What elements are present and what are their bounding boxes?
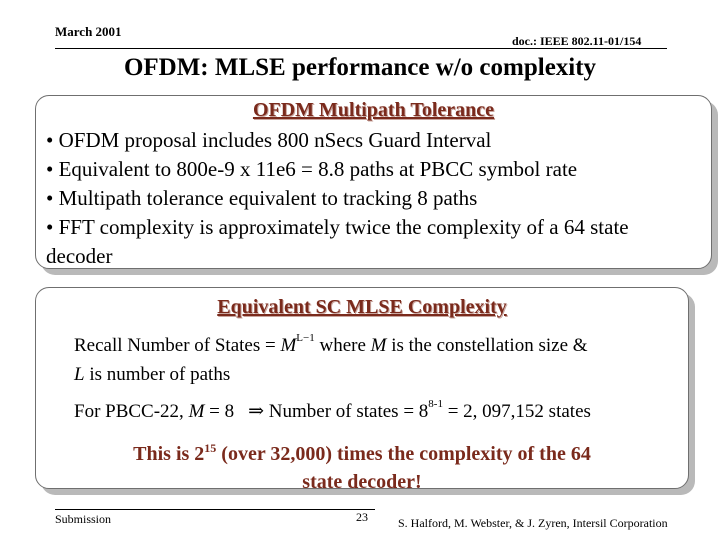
bullet-equivalent-paths: • Equivalent to 800e-9 x 11e6 = 8.8 path… (46, 157, 578, 181)
note-text-b: (over 32,000) times the complexity of th… (216, 443, 591, 465)
pbcc-states-line: For PBCC-22, M = 8 ⇒ Number of states = 8… (74, 398, 591, 423)
paths-text: is number of paths (84, 364, 231, 385)
bullet-tracking-paths: • Multipath tolerance equivalent to trac… (46, 186, 478, 210)
mlse-complexity-panel: Equivalent SC MLSE Complexity Recall Num… (35, 287, 689, 493)
note-text-c: state decoder! (302, 471, 422, 493)
constellation-text: is the constellation size & (386, 335, 588, 356)
footer-rule (55, 509, 375, 510)
symbol-m-3: M (188, 401, 205, 422)
implies-arrow-icon: ⇒ (248, 401, 265, 422)
footer-page-number: 23 (356, 510, 368, 524)
symbol-m: M (280, 335, 297, 356)
mlse-heading: Equivalent SC MLSE Complexity (217, 296, 507, 318)
m-equals-8: = 8 (204, 401, 235, 422)
states-value: = 2, 097,152 states (442, 401, 591, 422)
slide-title: OFDM: MLSE performance w/o complexity (123, 54, 597, 81)
header-date: March 2001 (55, 24, 122, 39)
pbcc-text: For PBCC-22, (74, 401, 189, 422)
multipath-heading: OFDM Multipath Tolerance (252, 99, 495, 121)
header-rule (55, 48, 667, 49)
footer-submission: Submission (55, 512, 112, 526)
footer-authors: S. Halford, M. Webster, & J. Zyren, Inte… (398, 516, 668, 530)
where-text: where (314, 335, 371, 356)
exponent-l-minus-1: L−1 (296, 332, 315, 344)
symbol-l: L (74, 364, 85, 385)
recall-text: Recall Number of States = (74, 335, 281, 356)
complexity-note: This is 215 (over 32,000) times the comp… (36, 434, 688, 496)
paths-line: L is number of paths (74, 364, 230, 386)
exponent-8-minus-1: 8-1 (428, 398, 443, 410)
multipath-panel: OFDM Multipath Tolerance • OFDM proposal… (35, 95, 712, 269)
bullet-fft-continuation: decoder (46, 244, 113, 268)
bullet-fft-complexity: • FFT complexity is approximately twice … (46, 215, 629, 239)
states-text: Number of states = 8 (264, 401, 429, 422)
note-exponent: 15 (204, 441, 217, 455)
header-doc-id: doc.: IEEE 802.11-01/154 (512, 34, 642, 48)
recall-states-line: Recall Number of States = ML−1 where M i… (74, 332, 588, 357)
note-text-a: This is 2 (133, 443, 205, 465)
symbol-m-2: M (370, 335, 387, 356)
multipath-bullets: • OFDM proposal includes 800 nSecs Guard… (46, 126, 716, 271)
bullet-guard-interval: • OFDM proposal includes 800 nSecs Guard… (46, 128, 492, 152)
